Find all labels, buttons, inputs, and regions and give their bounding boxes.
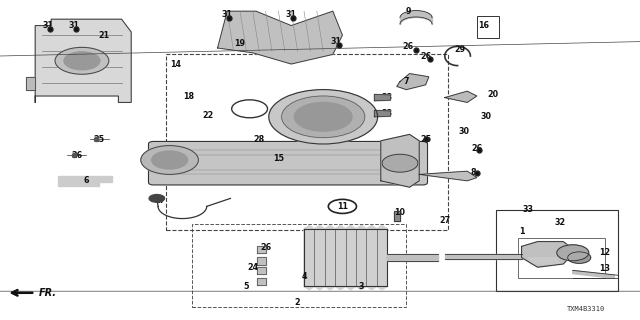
Text: 2: 2 bbox=[295, 298, 300, 307]
Text: 10: 10 bbox=[394, 208, 406, 217]
Circle shape bbox=[269, 90, 378, 144]
Bar bbox=[477, 16, 499, 38]
Text: 29: 29 bbox=[454, 45, 465, 54]
Polygon shape bbox=[257, 278, 266, 285]
Circle shape bbox=[64, 52, 100, 70]
Text: 30: 30 bbox=[458, 127, 470, 136]
Text: 32: 32 bbox=[554, 218, 566, 227]
Text: 27: 27 bbox=[439, 216, 451, 225]
Polygon shape bbox=[366, 226, 377, 290]
Text: 30: 30 bbox=[481, 112, 492, 121]
Polygon shape bbox=[26, 77, 35, 90]
Text: 23: 23 bbox=[381, 93, 393, 102]
Text: 33: 33 bbox=[522, 205, 534, 214]
Text: 1: 1 bbox=[519, 228, 524, 236]
Text: 26: 26 bbox=[420, 52, 431, 60]
Circle shape bbox=[382, 154, 418, 172]
Text: 9: 9 bbox=[406, 7, 411, 16]
Text: 26: 26 bbox=[471, 144, 483, 153]
Text: 31: 31 bbox=[221, 10, 233, 19]
Bar bbox=[496, 210, 618, 291]
Polygon shape bbox=[397, 74, 429, 90]
Bar bbox=[518, 238, 605, 278]
Polygon shape bbox=[304, 226, 314, 290]
Circle shape bbox=[152, 151, 188, 169]
Text: 21: 21 bbox=[98, 31, 109, 40]
Text: 26: 26 bbox=[403, 42, 414, 51]
Polygon shape bbox=[218, 11, 342, 64]
Bar bbox=[166, 54, 448, 230]
Text: 5: 5 bbox=[244, 282, 249, 291]
Polygon shape bbox=[445, 91, 477, 102]
Text: 17: 17 bbox=[154, 196, 166, 204]
Text: 15: 15 bbox=[273, 154, 284, 163]
Polygon shape bbox=[257, 267, 266, 274]
Text: 19: 19 bbox=[234, 39, 246, 48]
Text: 12: 12 bbox=[599, 248, 611, 257]
Polygon shape bbox=[257, 257, 266, 265]
Polygon shape bbox=[335, 226, 346, 290]
Text: 23: 23 bbox=[381, 109, 393, 118]
Polygon shape bbox=[573, 270, 614, 278]
Polygon shape bbox=[356, 226, 366, 290]
Polygon shape bbox=[377, 226, 387, 290]
Polygon shape bbox=[35, 19, 131, 102]
Text: 16: 16 bbox=[477, 21, 489, 30]
Text: 7: 7 bbox=[404, 77, 409, 86]
Polygon shape bbox=[257, 246, 266, 253]
Text: 20: 20 bbox=[487, 90, 499, 99]
Text: 31: 31 bbox=[330, 37, 342, 46]
Polygon shape bbox=[419, 171, 477, 181]
Text: FR.: FR. bbox=[38, 288, 56, 298]
Polygon shape bbox=[528, 258, 560, 264]
Text: 4: 4 bbox=[301, 272, 307, 281]
Text: 11: 11 bbox=[337, 202, 348, 211]
Text: 14: 14 bbox=[170, 60, 182, 68]
Polygon shape bbox=[374, 94, 390, 101]
Text: 26: 26 bbox=[71, 151, 83, 160]
Text: 18: 18 bbox=[183, 92, 195, 100]
Circle shape bbox=[282, 96, 365, 138]
Text: 24: 24 bbox=[247, 263, 259, 272]
Text: 22: 22 bbox=[202, 111, 214, 120]
Circle shape bbox=[568, 252, 591, 263]
Circle shape bbox=[294, 102, 352, 131]
Text: 31: 31 bbox=[42, 21, 54, 30]
Text: 3: 3 bbox=[359, 282, 364, 291]
Text: 28: 28 bbox=[253, 135, 265, 144]
Circle shape bbox=[141, 146, 198, 174]
Text: 26: 26 bbox=[260, 244, 271, 252]
Polygon shape bbox=[346, 226, 356, 290]
Polygon shape bbox=[324, 226, 335, 290]
Text: 8: 8 bbox=[471, 168, 476, 177]
Polygon shape bbox=[58, 176, 112, 186]
Text: 25: 25 bbox=[420, 135, 431, 144]
Text: 31: 31 bbox=[68, 21, 79, 30]
Circle shape bbox=[149, 195, 164, 202]
Polygon shape bbox=[381, 134, 419, 187]
Text: TXM4B3310: TXM4B3310 bbox=[566, 306, 605, 312]
Circle shape bbox=[557, 245, 589, 261]
Polygon shape bbox=[445, 254, 522, 259]
FancyBboxPatch shape bbox=[148, 141, 428, 185]
Polygon shape bbox=[374, 110, 390, 117]
Polygon shape bbox=[314, 226, 324, 290]
Polygon shape bbox=[394, 211, 400, 221]
Circle shape bbox=[55, 47, 109, 74]
Text: 25: 25 bbox=[93, 135, 105, 144]
Text: 13: 13 bbox=[599, 264, 611, 273]
Polygon shape bbox=[387, 254, 438, 261]
Text: 6: 6 bbox=[84, 176, 89, 185]
Bar bbox=[192, 224, 406, 307]
Polygon shape bbox=[522, 242, 576, 267]
Text: 31: 31 bbox=[285, 10, 297, 19]
